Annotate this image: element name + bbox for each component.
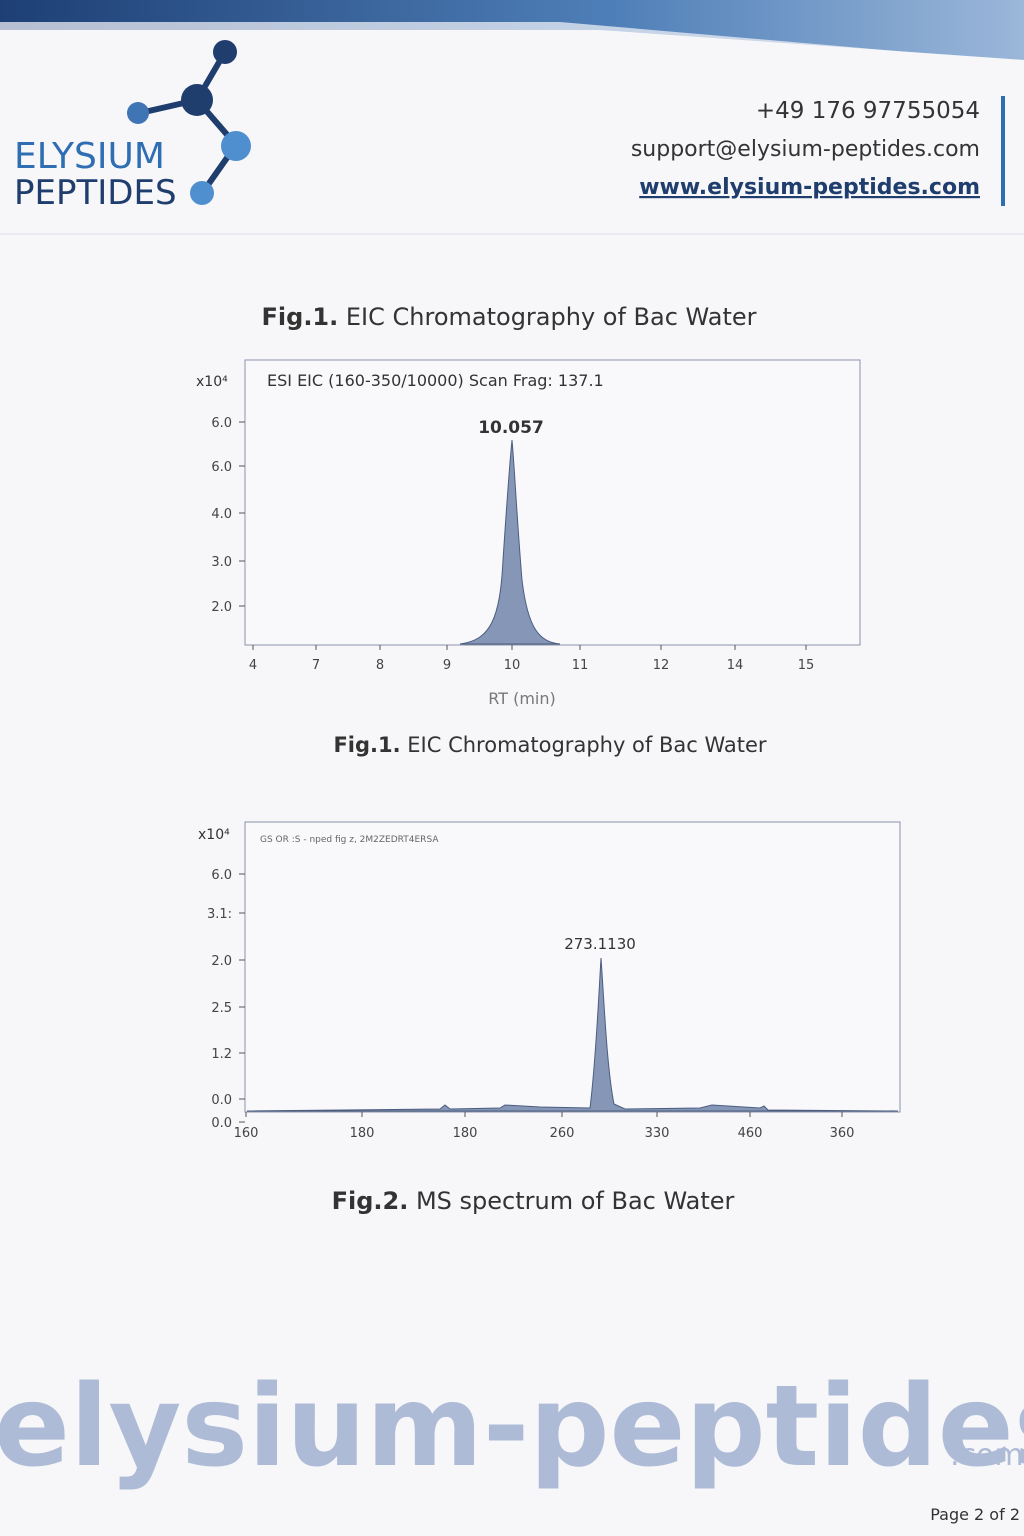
- peak-label: 273.1130: [564, 935, 636, 953]
- x-tick-label: 7: [312, 658, 320, 673]
- y-tick-label: 4.0: [211, 507, 232, 522]
- y-tick-label: 2.0: [211, 600, 232, 615]
- figure-caption: Fig.2. MS spectrum of Bac Water: [332, 1187, 735, 1215]
- caption-label: Fig.2.: [332, 1187, 409, 1215]
- email: support@elysium-peptides.com: [631, 137, 980, 162]
- y-tick-label: 1.2: [211, 1047, 232, 1062]
- chromatogram-peak: [459, 439, 561, 645]
- y-multiplier: x10⁴: [198, 827, 230, 843]
- x-tick-label: 160: [234, 1126, 259, 1141]
- x-tick-label: 10: [504, 658, 521, 673]
- x-tick-label: 8: [376, 658, 384, 673]
- x-tick-label: 460: [738, 1126, 763, 1141]
- y-tick-label: 3.0: [211, 555, 232, 570]
- caption-label: Fig.1.: [333, 733, 400, 757]
- company-name: ELYSIUM: [14, 136, 165, 177]
- figure-caption: Fig.1. EIC Chromatography of Bac Water: [333, 733, 766, 757]
- x-tick-label: 180: [350, 1126, 375, 1141]
- y-tick-label: 6.0: [211, 868, 232, 883]
- caption-text: MS spectrum of Bac Water: [416, 1187, 735, 1215]
- y-tick-label: 3.1:: [207, 907, 232, 922]
- header-band-highlight: [0, 22, 1024, 72]
- x-axis-label: RT (min): [488, 689, 555, 708]
- y-tick-label: 0.0: [211, 1116, 232, 1131]
- figure-title-text: EIC Chromatography of Bac Water: [346, 303, 757, 331]
- page-number: Page 2 of 2: [930, 1505, 1020, 1524]
- x-tick-label: 11: [572, 658, 589, 673]
- x-tick-label: 260: [550, 1126, 575, 1141]
- x-tick-label: 12: [653, 658, 670, 673]
- logo-icon: [127, 40, 251, 205]
- y-tick-label: 2.5: [211, 1001, 232, 1016]
- x-tick-label: 15: [798, 658, 815, 673]
- plot-frame: [244, 821, 901, 1113]
- plot-label: ESI EIC (160-350/10000) Scan Frag: 137.1: [267, 371, 604, 390]
- spectrum-trace: [246, 957, 899, 1112]
- x-tick-label: 4: [249, 658, 257, 673]
- figure-title: Fig.1. EIC Chromatography of Bac Water: [262, 303, 757, 331]
- y-tick-label: 6.0: [211, 460, 232, 475]
- y-tick-label: 0.0: [211, 1093, 232, 1108]
- website[interactable]: www.elysium-peptides.com: [639, 175, 980, 200]
- peak-label: 10.057: [478, 418, 544, 438]
- ticks: 6.0 6.0 4.0 3.0 2.0 4 7 8 9 10 11 12 14 15 6.0 3.1: 2.0 2…: [207, 416, 854, 1141]
- x-tick-label: 14: [727, 658, 744, 673]
- x-tick-label: 360: [830, 1126, 855, 1141]
- x-tick-label: 330: [645, 1126, 670, 1141]
- x-tick-label: 180: [453, 1126, 478, 1141]
- plot-frame: [244, 359, 861, 646]
- watermark: elysium-peptides: [0, 1362, 1024, 1492]
- plot-label: GS OR :S - nped fig z, 2M2ZEDRT4ERSA: [260, 835, 439, 845]
- figure-title-label: Fig.1.: [262, 303, 339, 331]
- y-multiplier: x10⁴: [196, 374, 228, 390]
- phone: +49 176 97755054: [756, 98, 980, 124]
- y-tick-label: 6.0: [211, 416, 232, 431]
- x-tick-label: 9: [443, 658, 451, 673]
- contact-bar: [1001, 96, 1005, 206]
- company-name: PEPTIDES: [14, 173, 177, 213]
- caption-text: EIC Chromatography of Bac Water: [407, 733, 767, 757]
- watermark-suffix: .com: [950, 1438, 1024, 1473]
- y-tick-label: 2.0: [211, 954, 232, 969]
